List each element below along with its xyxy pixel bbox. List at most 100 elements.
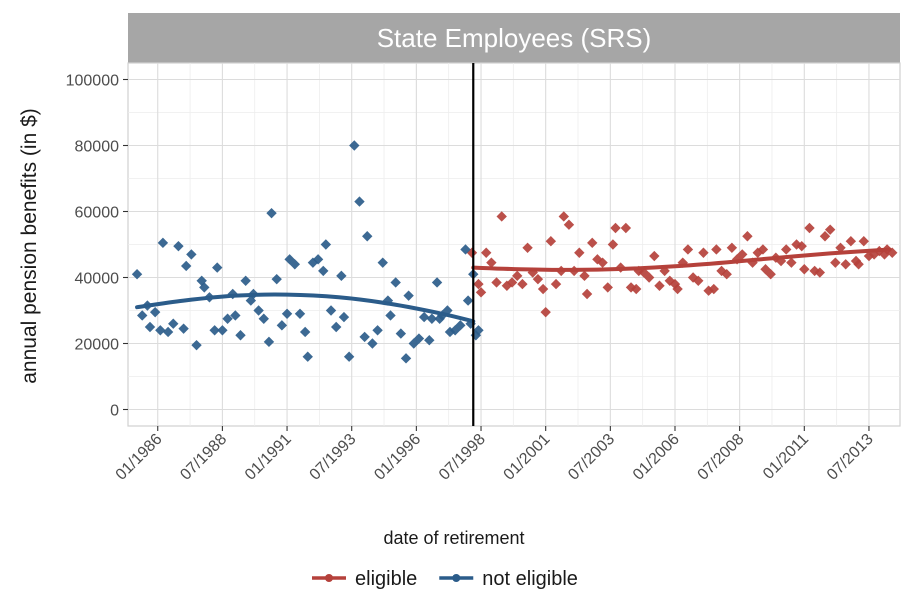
point-not-eligible — [178, 323, 189, 334]
point-eligible — [840, 259, 851, 270]
point-not-eligible — [137, 310, 148, 321]
point-eligible — [638, 267, 650, 278]
point-not-eligible — [418, 311, 430, 323]
point-eligible — [480, 247, 492, 258]
x-tick-label: 07/2013 — [824, 431, 877, 484]
point-not-eligible — [168, 318, 179, 329]
point-eligible — [721, 269, 732, 280]
point-eligible — [558, 211, 569, 222]
x-tick-label: 01/2001 — [501, 431, 554, 484]
point-eligible — [786, 257, 797, 268]
point-not-eligible — [248, 288, 259, 300]
point-eligible — [581, 288, 593, 300]
point-eligible — [731, 254, 743, 265]
point-not-eligible — [266, 207, 277, 219]
point-eligible — [555, 265, 567, 277]
x-tick-label: 07/1993 — [307, 431, 360, 484]
point-eligible — [693, 275, 704, 286]
legend-label: eligible — [355, 568, 417, 590]
point-eligible — [517, 278, 528, 290]
point-eligible — [677, 257, 688, 268]
point-not-eligible — [473, 325, 484, 336]
point-not-eligible — [191, 339, 202, 351]
point-not-eligible — [359, 331, 370, 343]
x-tick-label: 07/1998 — [436, 431, 489, 484]
point-not-eligible — [431, 277, 443, 288]
point-not-eligible — [343, 351, 355, 362]
point-eligible — [491, 277, 502, 288]
point-eligible — [687, 272, 699, 283]
point-not-eligible — [424, 335, 435, 346]
x-axis-title: date of retirement — [383, 528, 524, 548]
point-not-eligible — [258, 313, 269, 324]
y-tick-label: 20000 — [75, 337, 120, 354]
point-not-eligible — [382, 295, 394, 306]
point-eligible — [527, 267, 538, 278]
point-not-eligible — [354, 196, 365, 207]
point-eligible — [796, 240, 807, 252]
point-eligible — [757, 244, 769, 255]
point-not-eligible — [349, 140, 360, 151]
point-eligible — [664, 275, 676, 286]
point-not-eligible — [442, 305, 453, 316]
point-eligible — [752, 247, 763, 258]
point-not-eligible — [294, 308, 306, 319]
point-eligible — [597, 257, 608, 268]
x-tick-label: 01/2006 — [630, 431, 683, 484]
point-not-eligible — [253, 305, 264, 316]
point-eligible — [631, 283, 642, 295]
point-not-eligible — [227, 288, 238, 300]
point-eligible — [545, 236, 557, 247]
point-not-eligible — [271, 273, 282, 285]
point-eligible — [835, 242, 846, 253]
y-axis-title: annual pension benefits (in $) — [18, 108, 41, 384]
point-not-eligible — [299, 326, 311, 338]
point-not-eligible — [367, 338, 378, 349]
point-not-eligible — [460, 244, 471, 255]
point-eligible — [781, 244, 792, 255]
point-not-eligible — [312, 254, 324, 265]
point-not-eligible — [235, 330, 246, 341]
point-eligible — [809, 265, 820, 277]
x-tick-label: 01/1991 — [242, 431, 295, 484]
point-not-eligible — [377, 257, 388, 268]
point-eligible — [814, 267, 826, 278]
point-eligible — [587, 237, 598, 249]
point-not-eligible — [400, 353, 412, 364]
point-eligible — [765, 269, 776, 280]
point-eligible — [737, 249, 748, 260]
point-eligible — [568, 265, 580, 277]
fit-line-not-eligible — [135, 292, 476, 324]
y-tick-label: 80000 — [75, 139, 120, 156]
point-eligible — [592, 254, 603, 265]
point-eligible — [649, 250, 660, 262]
data-points — [131, 140, 898, 364]
point-not-eligible — [318, 265, 329, 277]
point-not-eligible — [157, 237, 169, 249]
point-eligible — [747, 257, 758, 268]
point-not-eligible — [209, 325, 220, 336]
point-not-eligible — [222, 313, 233, 324]
point-not-eligible — [217, 325, 228, 336]
point-eligible — [537, 283, 549, 295]
point-not-eligible — [212, 262, 223, 273]
point-not-eligible — [263, 336, 275, 348]
point-not-eligible — [302, 351, 313, 362]
point-eligible — [760, 264, 771, 275]
legend-key-dot — [325, 574, 333, 582]
point-eligible — [602, 282, 613, 293]
point-eligible — [791, 239, 802, 250]
point-eligible — [742, 231, 753, 242]
point-eligible — [506, 277, 518, 288]
point-eligible — [853, 259, 864, 270]
point-eligible — [659, 265, 670, 277]
point-eligible — [868, 249, 880, 260]
point-not-eligible — [276, 320, 288, 331]
point-eligible — [703, 285, 714, 296]
point-eligible — [830, 257, 841, 268]
point-eligible — [698, 247, 709, 258]
point-eligible — [615, 262, 626, 273]
chart-title: State Employees (SRS) — [377, 23, 652, 53]
point-eligible — [532, 273, 544, 285]
